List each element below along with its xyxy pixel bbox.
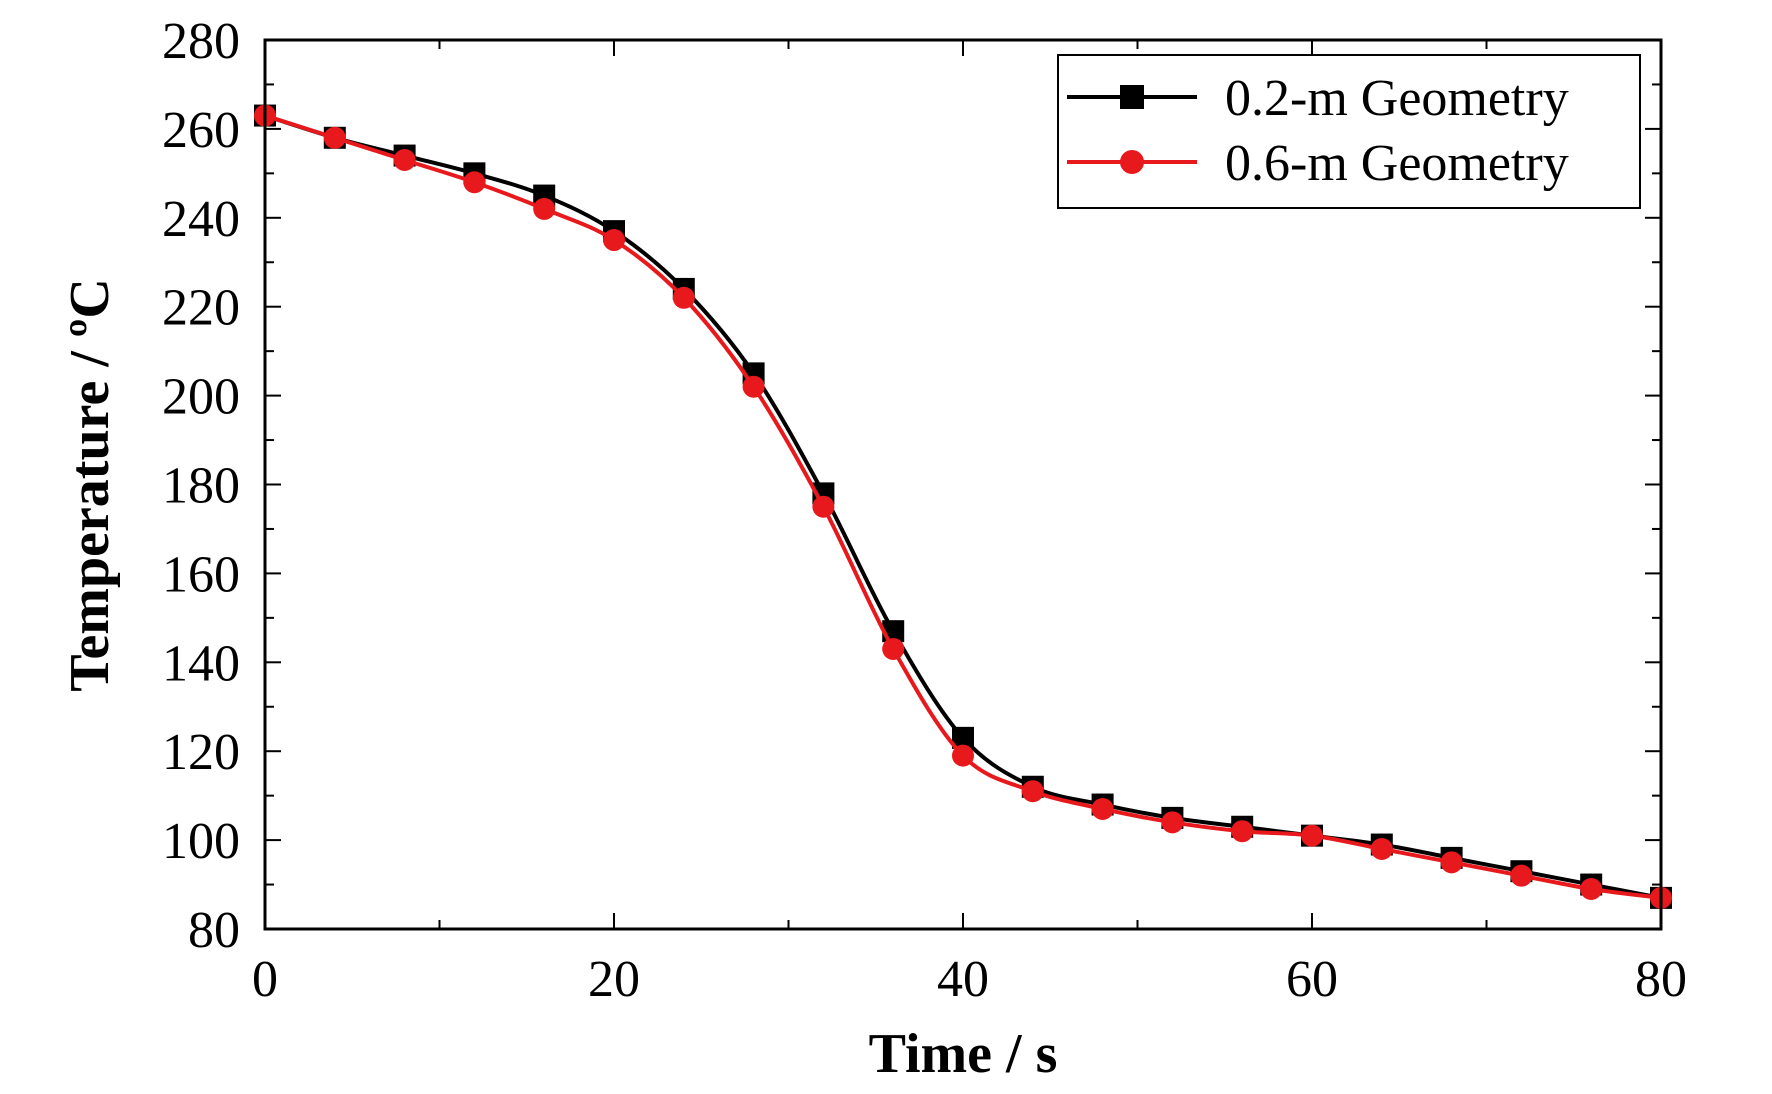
y-tick-label: 200 — [162, 369, 240, 426]
series-1 — [254, 104, 1672, 909]
legend-marker-square — [1120, 85, 1144, 109]
data-point-circle — [463, 171, 486, 194]
legend-marker-circle — [1120, 150, 1144, 174]
x-tick-label: 0 — [252, 951, 278, 1008]
x-tick-label: 40 — [937, 951, 989, 1008]
data-point-circle — [812, 495, 835, 518]
series-line-0 — [264, 113, 1662, 900]
x-tick-label: 60 — [1286, 951, 1338, 1008]
y-tick-label: 80 — [188, 902, 240, 959]
y-tick-label: 120 — [162, 724, 240, 781]
x-tick-label: 80 — [1635, 951, 1687, 1008]
legend-box — [1057, 54, 1641, 209]
y-tick-label: 160 — [162, 546, 240, 603]
x-axis-title: Time / s — [869, 1023, 1058, 1085]
series-line-1 — [264, 113, 1662, 900]
data-point-circle — [1370, 837, 1393, 860]
axis-tick-labels: 0 20 40 60 80 80 100 120 140 160 180 200 220 240 260 28… — [162, 13, 1687, 1008]
axis-ticks — [264, 39, 1662, 930]
data-point-circle — [742, 375, 765, 398]
y-tick-label: 180 — [162, 458, 240, 515]
y-axis-title: Temperature / ºC — [59, 278, 121, 692]
legend-label-0: 0.2-m Geometry — [1225, 70, 1569, 127]
legend-label-1: 0.6-m Geometry — [1225, 135, 1569, 192]
legend: 0.2-m Geometry 0.6-m Geometry — [1057, 54, 1641, 209]
data-point-circle — [1580, 877, 1603, 900]
data-point-square — [952, 726, 974, 749]
data-point-circle — [1440, 851, 1463, 874]
data-point-circle — [1301, 824, 1323, 847]
data-point-circle — [533, 197, 556, 220]
data-point-circle — [952, 744, 974, 767]
y-tick-label: 280 — [162, 13, 240, 70]
data-point-circle — [1231, 820, 1254, 843]
data-point-circle — [603, 229, 625, 252]
data-point-circle — [323, 126, 346, 149]
y-tick-label: 140 — [162, 635, 240, 692]
y-tick-label: 100 — [162, 813, 240, 870]
data-point-circle — [1510, 864, 1533, 887]
data-point-circle — [393, 149, 416, 172]
data-point-circle — [882, 637, 905, 660]
series-layer — [254, 104, 1672, 909]
y-tick-label: 240 — [162, 191, 240, 248]
data-point-circle — [1091, 797, 1114, 820]
series-0 — [254, 104, 1672, 909]
y-tick-label: 220 — [162, 280, 240, 337]
data-point-circle — [1021, 780, 1044, 803]
x-tick-label: 20 — [588, 951, 640, 1008]
data-point-circle — [1161, 811, 1184, 834]
data-point-circle — [672, 286, 695, 309]
y-tick-label: 260 — [162, 102, 240, 159]
